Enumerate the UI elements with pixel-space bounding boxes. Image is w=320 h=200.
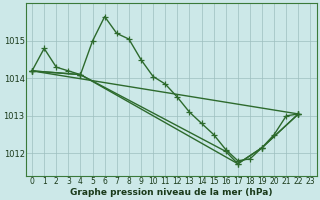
X-axis label: Graphe pression niveau de la mer (hPa): Graphe pression niveau de la mer (hPa) <box>70 188 273 197</box>
